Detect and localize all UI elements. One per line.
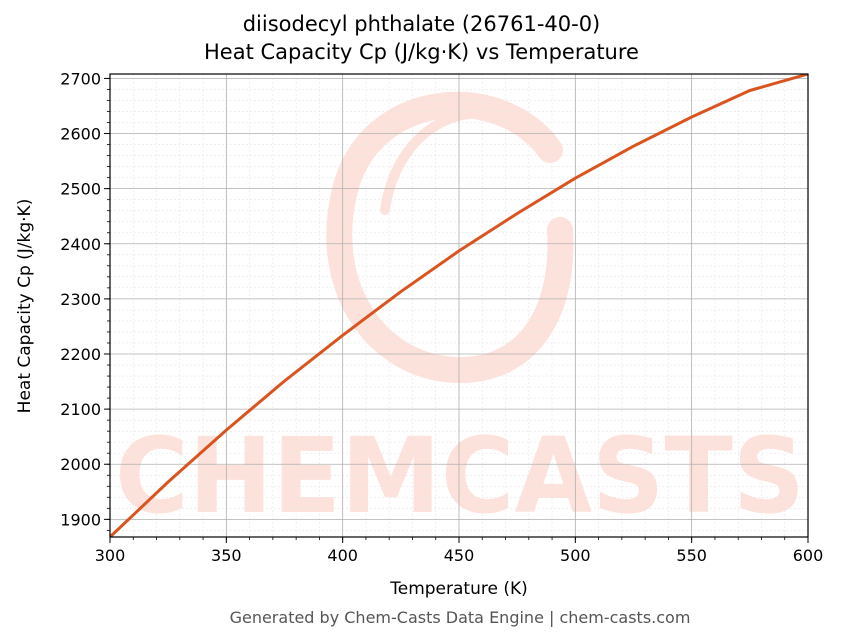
- axis-ticks: [104, 77, 809, 543]
- x-tick-label: 550: [676, 546, 707, 565]
- y-tick-label: 2400: [60, 235, 101, 254]
- y-tick-label: 2500: [60, 180, 101, 199]
- x-tick-label: 350: [211, 546, 242, 565]
- chart-title: diisodecyl phthalate (26761-40-0): [242, 12, 601, 36]
- tick-labels: 300 350 400 450 500 550 600 1900 2000 2100 2200 230…: [60, 69, 823, 565]
- y-tick-label: 2300: [60, 290, 101, 309]
- y-tick-label: 2600: [60, 125, 101, 144]
- y-tick-label: 1900: [60, 510, 101, 529]
- y-axis-label: Heat Capacity Cp (J/kg·K): [15, 199, 35, 414]
- footer-credit: Generated by Chem-Casts Data Engine | ch…: [229, 608, 691, 627]
- x-tick-label: 500: [560, 546, 591, 565]
- series-line: [110, 74, 808, 537]
- y-tick-label: 2100: [60, 400, 101, 419]
- series-layer: [110, 74, 808, 537]
- y-tick-label: 2200: [60, 345, 101, 364]
- x-tick-label: 600: [793, 546, 824, 565]
- x-tick-label: 450: [444, 546, 475, 565]
- chart-subtitle: Heat Capacity Cp (J/kg·K) vs Temperature: [204, 40, 639, 64]
- x-tick-label: 300: [95, 546, 126, 565]
- watermark-text: CHEMCASTS: [115, 415, 805, 537]
- x-axis-label: Temperature (K): [389, 579, 528, 599]
- y-tick-label: 2000: [60, 455, 101, 474]
- x-tick-label: 400: [327, 546, 358, 565]
- y-tick-label: 2700: [60, 69, 101, 88]
